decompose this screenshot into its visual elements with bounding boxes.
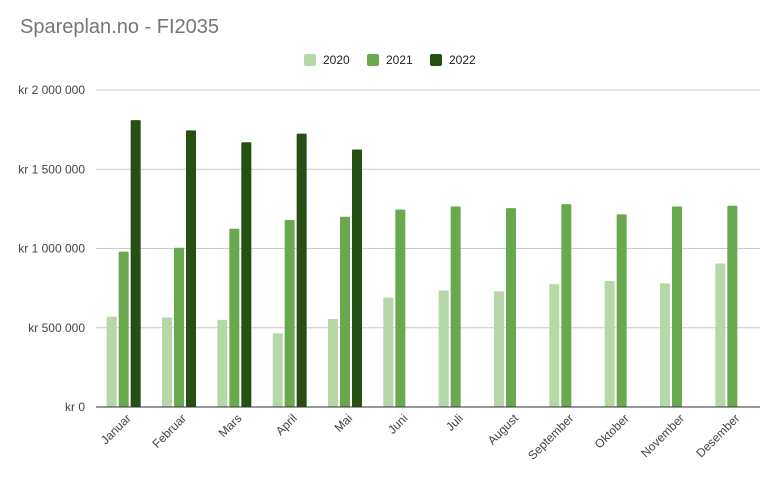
bar-2020-april	[272, 333, 283, 407]
bar-2022-februar	[186, 130, 196, 408]
bar-2022-januar	[130, 120, 141, 408]
y-tick-label: kr 0	[65, 400, 85, 414]
bar-2020-oktober	[604, 280, 615, 407]
legend-label-2020: 2020	[323, 53, 350, 67]
bar-2020-november	[660, 283, 670, 407]
bar-2020-februar	[162, 317, 172, 407]
legend-item-2021[interactable]: 2021	[367, 53, 413, 67]
y-tick-label: kr 1 500 000	[18, 162, 85, 176]
x-tick-label: September	[525, 411, 576, 462]
y-tick-label: kr 1 000 000	[18, 242, 85, 256]
bar-2020-juli	[438, 290, 449, 407]
bar-2021-april	[284, 219, 295, 407]
bar-2021-mai	[340, 216, 350, 407]
x-tick-label: April	[273, 411, 300, 438]
x-tick-label: Februar	[150, 411, 190, 451]
legend-label-2021: 2021	[386, 53, 413, 67]
x-tick-label: Desember	[693, 411, 742, 460]
x-tick-label: Juli	[443, 411, 466, 434]
bar-2020-januar	[106, 316, 117, 407]
bar-2022-april	[296, 133, 307, 407]
bar-2021-september	[561, 204, 572, 407]
bar-2021-februar	[174, 247, 184, 407]
bar-2022-mars	[241, 142, 252, 407]
bar-2021-november	[672, 206, 682, 407]
x-tick-label: November	[638, 411, 687, 460]
bar-2022-mai	[352, 149, 362, 407]
legend-swatch-2020	[304, 54, 316, 66]
legend-swatch-2021	[367, 54, 379, 66]
bar-2020-august	[494, 291, 504, 407]
bar-2021-august	[506, 208, 516, 407]
chart-title: Spareplan.no - FI2035	[20, 16, 220, 38]
x-tick-label: Mai	[332, 411, 356, 435]
bar-2021-oktober	[616, 214, 627, 407]
bar-2021-juli	[450, 206, 461, 407]
x-tick-label: Januar	[98, 411, 134, 447]
legend-swatch-2022	[430, 54, 442, 66]
bar-2021-desember	[727, 205, 738, 407]
bar-2021-januar	[118, 251, 129, 407]
x-tick-label: Mars	[216, 411, 245, 440]
legend-item-2020[interactable]: 2020	[304, 53, 350, 67]
bar-2020-mars	[217, 319, 228, 407]
x-tick-label: Oktober	[592, 411, 632, 451]
bar-2020-juni	[383, 297, 394, 407]
bar-2020-desember	[715, 263, 726, 407]
legend-item-2022[interactable]: 2022	[430, 53, 476, 67]
bar-2020-september	[549, 284, 560, 407]
y-tick-label: kr 2 000 000	[18, 83, 85, 97]
x-tick-label: August	[485, 411, 522, 448]
bar-2021-mars	[229, 228, 240, 407]
legend: 2020 2021 2022	[0, 53, 778, 71]
legend-label-2022: 2022	[449, 53, 476, 67]
x-tick-label: Juni	[385, 411, 410, 436]
bar-2020-mai	[328, 319, 338, 407]
bar-2021-juni	[395, 209, 406, 407]
y-tick-label: kr 500 000	[28, 321, 85, 335]
